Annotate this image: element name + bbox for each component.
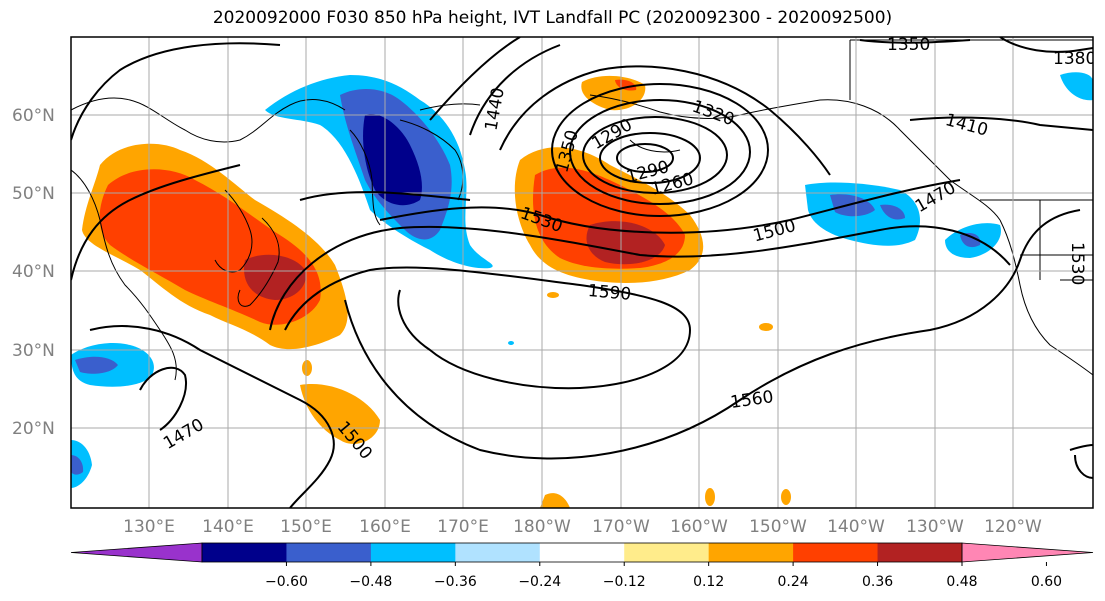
contour-label: 1590	[587, 281, 632, 305]
colorbar-segment	[539, 543, 625, 562]
ivt-negative-shading	[71, 72, 1093, 488]
lon-label: 160°E	[359, 517, 411, 537]
colorbar-tick-label: 0.36	[862, 574, 893, 590]
height-contours	[71, 37, 1093, 508]
lon-label: 180°W	[513, 517, 571, 537]
colorbar	[70, 542, 1094, 563]
colorbar-tick-label: −0.24	[518, 574, 561, 590]
colorbar-frame	[201, 542, 963, 563]
colorbar-tick-label: −0.12	[603, 574, 646, 590]
contour-label: 1350	[887, 35, 930, 55]
lat-label-40n: 40°N	[12, 262, 55, 282]
colorbar-segment	[286, 543, 372, 562]
lon-label: 150°W	[749, 517, 807, 537]
colorbar-extension-low	[70, 542, 203, 563]
lon-label: 160°W	[670, 517, 728, 537]
colorbar-segment	[708, 543, 794, 562]
contour-label: 1380	[1053, 49, 1096, 69]
colorbar-segment	[455, 543, 541, 562]
map-title: 2020092000 F030 850 hPa height, IVT Land…	[212, 8, 893, 28]
lon-label: 120°W	[984, 517, 1042, 537]
colorbar-tick-label: −0.36	[434, 574, 477, 590]
longitude-labels: 130°E 140°E 150°E 160°E 170°E 180°W 170°…	[123, 517, 1042, 537]
lon-label: 170°E	[437, 517, 489, 537]
colorbar-tick-labels: −0.60 −0.48 −0.36 −0.24 −0.12 0.12 0.24 0.36 0.4…	[265, 562, 1062, 590]
colorbar-tick-label: 0.60	[1031, 574, 1062, 590]
colorbar-segment	[370, 543, 456, 562]
colorbar-segment	[202, 543, 287, 562]
colorbar-tick-label: 0.24	[778, 574, 809, 590]
lat-label-30n: 30°N	[12, 341, 55, 361]
lon-label: 130°E	[123, 517, 175, 537]
lon-label: 140°E	[202, 517, 254, 537]
lon-label: 130°W	[906, 517, 964, 537]
contour-labels: 1350 1380 1440 1320 1290 1350 1260 1290 …	[160, 35, 1096, 464]
lon-label: 140°W	[827, 517, 885, 537]
colorbar-extension-high	[961, 542, 1094, 563]
colorbar-segment	[877, 543, 963, 562]
map-frame	[70, 36, 1094, 509]
map-area: 1350 1380 1440 1320 1290 1350 1260 1290 …	[71, 35, 1096, 508]
lat-label-60n: 60°N	[12, 106, 55, 126]
latitude-labels: 60°N 50°N 40°N 30°N 20°N	[12, 106, 55, 439]
colorbar-segment	[624, 543, 710, 562]
colorbar-tick-label: 0.12	[693, 574, 724, 590]
gridlines	[71, 37, 1093, 508]
lon-label: 170°W	[592, 517, 650, 537]
colorbar-segment	[793, 543, 879, 562]
colorbar-tick-label: −0.48	[349, 574, 392, 590]
lat-label-20n: 20°N	[12, 419, 55, 439]
contour-label: 1530	[1067, 242, 1087, 285]
coastlines	[71, 39, 1093, 381]
colorbar-tick-label: −0.60	[265, 574, 308, 590]
lon-label: 150°E	[280, 517, 332, 537]
lat-label-50n: 50°N	[12, 184, 55, 204]
colorbar-tick-label: 0.48	[946, 574, 977, 590]
